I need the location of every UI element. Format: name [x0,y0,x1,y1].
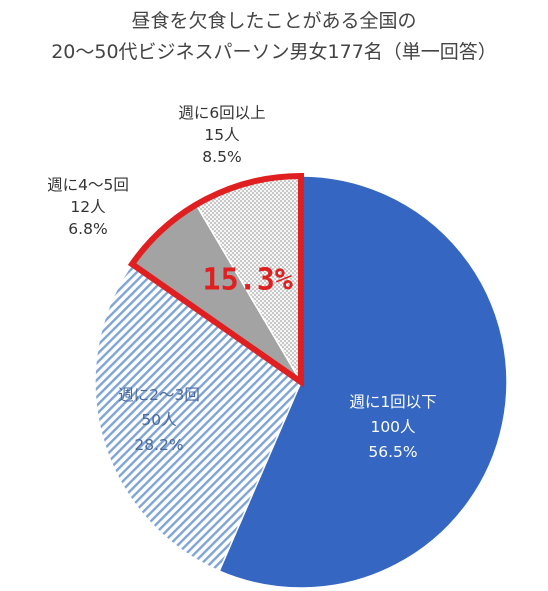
slice-percent: 56.5% [368,443,417,461]
slice-label-group: 週に1回以下 100人 56.5% [349,393,436,461]
slice-label: 週に4～5回 [47,176,129,194]
slice-percent: 28.2% [134,436,183,454]
slice-count: 15人 [204,126,239,144]
chart-title-line-2: 20～50代ビジネスパーソン男女177名（単一回答） [51,41,497,63]
pie-slice [94,263,302,573]
slice-label: 週に1回以下 [349,393,436,411]
slice-count: 100人 [370,418,415,436]
pie-slices [94,175,508,589]
highlight-percent-label: 15.3% [203,263,293,298]
slice-label-group: 週に6回以上 15人 8.5% [178,104,265,166]
slice-label-group: 週に2～3回 50人 28.2% [118,386,200,454]
chart-title: 昼食を欠食したことがある全国の 20～50代ビジネスパーソン男女177名（単一回… [51,10,497,63]
slice-count: 50人 [141,411,176,429]
highlight-outline [127,172,304,388]
slice-labels: 週に1回以下 100人 56.5% 週に2～3回 50人 28.2% 週に4～5回 12人 6.… [47,104,437,461]
slice-percent: 8.5% [202,148,241,166]
chart-title-line-1: 昼食を欠食したことがある全国の [131,10,416,32]
slice-percent: 6.8% [68,220,107,238]
slice-label: 週に6回以上 [178,104,265,122]
slice-label-group: 週に4～5回 12人 6.8% [47,176,129,238]
slice-label: 週に2～3回 [118,386,200,404]
highlight-group: 15.3% [127,172,304,388]
slice-count: 12人 [70,198,105,216]
pie-slice [218,175,508,589]
